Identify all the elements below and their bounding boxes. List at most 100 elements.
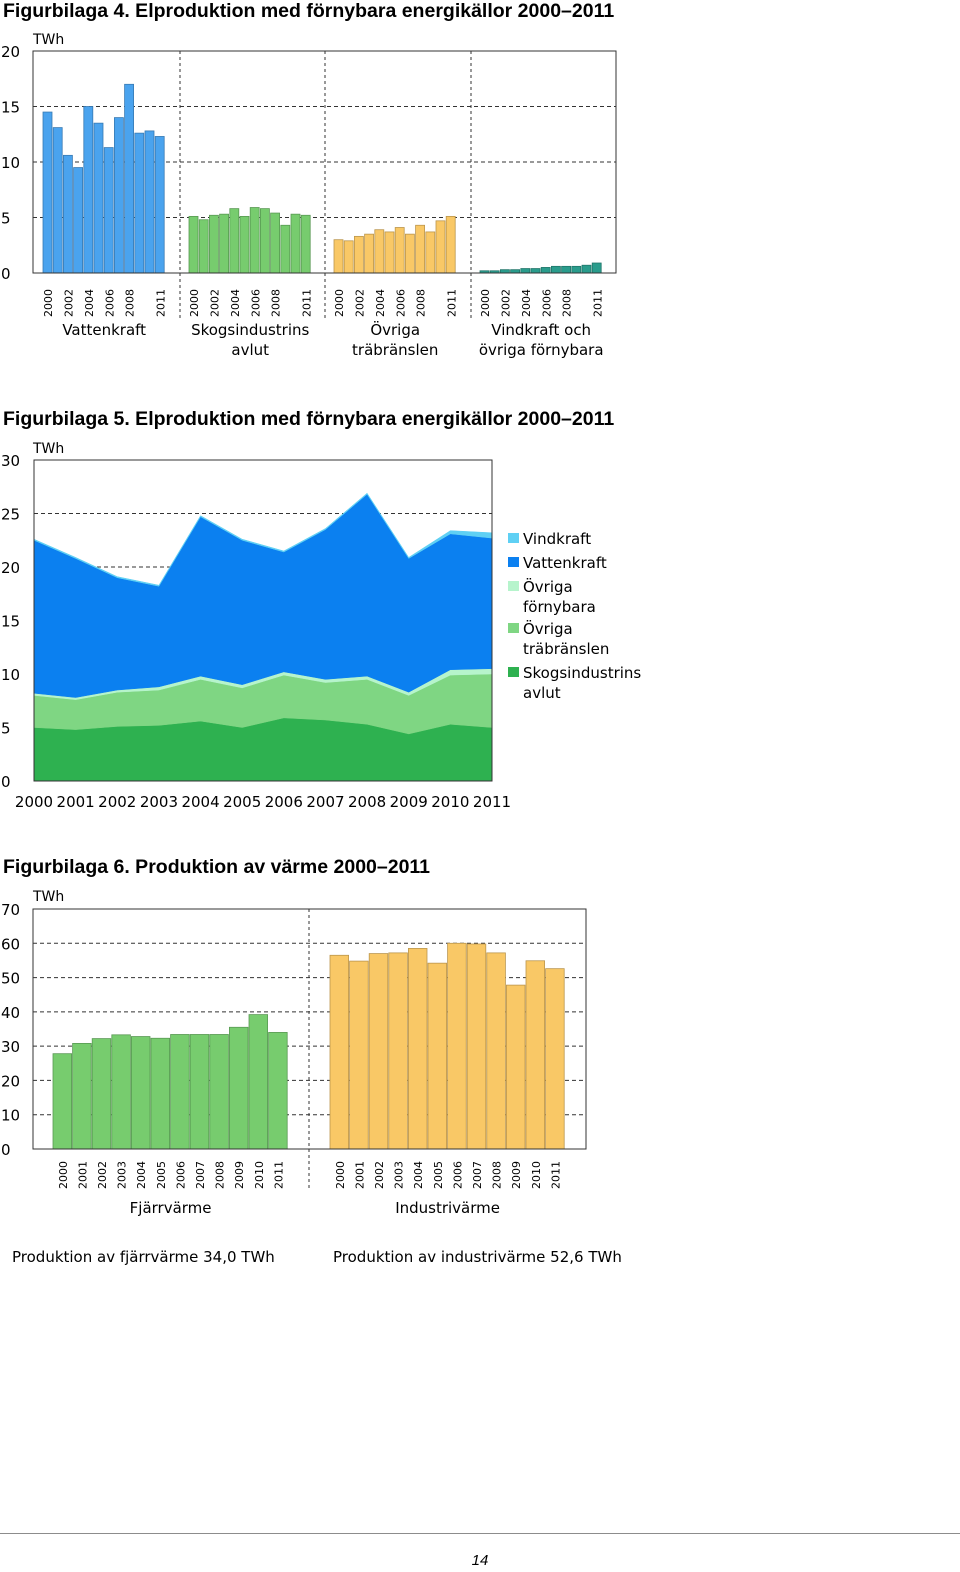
- bar-vattenkraft-2009: [134, 132, 145, 274]
- x-tick-label: 2002: [96, 1161, 109, 1189]
- group-label-vattenkraft: Vattenkraft: [62, 321, 146, 339]
- bar-skogsindustrins-avlut-2003: [219, 213, 230, 274]
- bar-fjarrvarme-2003: [111, 1034, 131, 1150]
- x-tick-label: 2004: [83, 289, 96, 317]
- y-tick-label: 15: [1, 613, 20, 631]
- bar-skogsindustrins-avlut-2011: [300, 214, 311, 274]
- bar-skogsindustrins-avlut-2006: [249, 207, 260, 274]
- bar-vindkraft-och-ovriga-fornybara-2009: [571, 265, 582, 274]
- group-label-fjarrvarme: Fjärrvärme: [130, 1199, 212, 1217]
- bar-industrivarme-2008: [486, 952, 506, 1150]
- bar-ovriga-trabranslen-2000: [333, 239, 344, 274]
- bar-industrivarme-2000: [329, 954, 350, 1150]
- x-tick-label: 2009: [510, 1161, 523, 1189]
- x-tick-label: 2010: [530, 1161, 543, 1189]
- bar-industrivarme-2002: [368, 953, 389, 1150]
- bar-vattenkraft-2001: [52, 127, 63, 274]
- x-tick-label: 2006: [265, 793, 303, 811]
- y-axis-unit: TWh: [32, 441, 64, 457]
- x-tick-label: 2011: [591, 289, 604, 317]
- legend-label-ovriga-fornybara: Övriga: [523, 577, 573, 596]
- y-tick-label: 30: [1, 1038, 20, 1056]
- y-tick-label: 0: [1, 265, 11, 283]
- x-tick-label: 2004: [229, 289, 242, 317]
- bar-fjarrvarme-2001: [72, 1042, 92, 1150]
- bar-vindkraft-och-ovriga-fornybara-2006: [540, 267, 551, 274]
- bar-fjarrvarme-2008: [209, 1034, 229, 1150]
- x-tick-label: 2006: [540, 289, 553, 317]
- x-tick-label: 2004: [520, 289, 533, 317]
- x-tick-label: 2008: [348, 793, 386, 811]
- y-tick-label: 5: [1, 720, 11, 738]
- x-tick-label: 2004: [374, 289, 387, 317]
- bar-vattenkraft-2004: [83, 106, 94, 274]
- x-tick-label: 2009: [390, 793, 428, 811]
- bar-vindkraft-och-ovriga-fornybara-2004: [520, 268, 531, 274]
- x-tick-label: 2002: [373, 1161, 386, 1189]
- x-tick-label: 2003: [393, 1161, 406, 1189]
- x-tick-label: 2011: [549, 1161, 562, 1189]
- x-tick-label: 2006: [394, 289, 407, 317]
- bar-vindkraft-och-ovriga-fornybara-2010: [581, 264, 592, 274]
- legend-swatch-skogsindustrins-avlut: [508, 667, 519, 677]
- y-tick-label: 40: [1, 1004, 20, 1022]
- bar-skogsindustrins-avlut-2008: [270, 212, 281, 274]
- bar-fjarrvarme-2002: [91, 1038, 112, 1150]
- bar-industrivarme-2004: [407, 948, 428, 1150]
- x-tick-label: 2006: [103, 289, 116, 317]
- x-tick-label: 2011: [473, 793, 511, 811]
- bar-ovriga-trabranslen-2010: [435, 220, 446, 274]
- y-tick-label: 20: [1, 1072, 20, 1090]
- x-tick-label: 2009: [233, 1161, 246, 1189]
- bar-skogsindustrins-avlut-2009: [280, 224, 291, 274]
- bar-fjarrvarme-2005: [150, 1037, 171, 1150]
- bar-skogsindustrins-avlut-2004: [229, 208, 240, 274]
- annotation-fjarrvarme-total: Produktion av fjärrvärme 34,0 TWh: [12, 1248, 275, 1266]
- x-tick-label: 2000: [15, 793, 53, 811]
- bar-ovriga-trabranslen-2007: [404, 233, 415, 274]
- legend-label-ovriga-trabranslen: träbränslen: [523, 640, 609, 658]
- bar-vattenkraft-2003: [73, 167, 83, 274]
- x-tick-label: 2004: [181, 793, 219, 811]
- y-tick-label: 0: [1, 773, 11, 791]
- x-tick-label: 2003: [140, 793, 178, 811]
- y-tick-label: 0: [1, 1141, 11, 1159]
- x-tick-label: 2006: [174, 1161, 187, 1189]
- bar-industrivarme-2005: [427, 962, 448, 1150]
- bar-vindkraft-och-ovriga-fornybara-2005: [530, 268, 541, 274]
- bar-industrivarme-2006: [447, 942, 467, 1150]
- page-number: 14: [471, 1552, 489, 1569]
- x-tick-label: 2006: [249, 289, 262, 317]
- x-tick-label: 2005: [155, 1161, 168, 1189]
- x-tick-label: 2004: [412, 1161, 425, 1189]
- bar-industrivarme-2010: [525, 960, 546, 1150]
- group-label-vindkraft-och-ovriga-fornybara: Vindkraft och: [491, 321, 591, 339]
- bar-vattenkraft-2000: [42, 111, 53, 274]
- x-tick-label: 2000: [57, 1161, 70, 1189]
- x-tick-label: 2011: [154, 289, 167, 317]
- bar-fjarrvarme-2007: [189, 1034, 210, 1150]
- bar-skogsindustrins-avlut-2000: [188, 215, 199, 274]
- bar-vindkraft-och-ovriga-fornybara-2008: [561, 265, 571, 274]
- x-tick-label: 2000: [333, 289, 346, 317]
- y-tick-label: 20: [1, 559, 20, 577]
- figure-4-bar-chart: 0 5 10 15 20 TWh 2000 2002 2004 2006 2008 2011 Vatte…: [1, 32, 617, 359]
- legend-label-vindkraft: Vindkraft: [523, 530, 591, 548]
- y-tick-label: 60: [1, 935, 20, 953]
- bar-industrivarme-2001: [349, 960, 369, 1150]
- bar-vattenkraft-2002: [63, 154, 73, 274]
- x-tick-label: 2002: [98, 793, 136, 811]
- legend-label-skogsindustrins-avlut: Skogsindustrins: [523, 664, 641, 682]
- x-tick-label: 2008: [415, 289, 428, 317]
- bar-fjarrvarme-2000: [52, 1053, 73, 1150]
- x-tick-label: 2006: [451, 1161, 464, 1189]
- bar-vattenkraft-2011: [154, 136, 165, 274]
- bar-ovriga-trabranslen-2001: [343, 240, 354, 274]
- x-tick-label: 2008: [270, 289, 283, 317]
- legend-label-ovriga-trabranslen: Övriga: [523, 619, 573, 638]
- legend-swatch-ovriga-trabranslen: [508, 623, 519, 633]
- x-tick-label: 2000: [479, 289, 492, 317]
- bar-vattenkraft-2006: [103, 147, 114, 274]
- legend-swatch-vattenkraft: [508, 557, 519, 567]
- bar-vattenkraft-2010: [144, 130, 155, 274]
